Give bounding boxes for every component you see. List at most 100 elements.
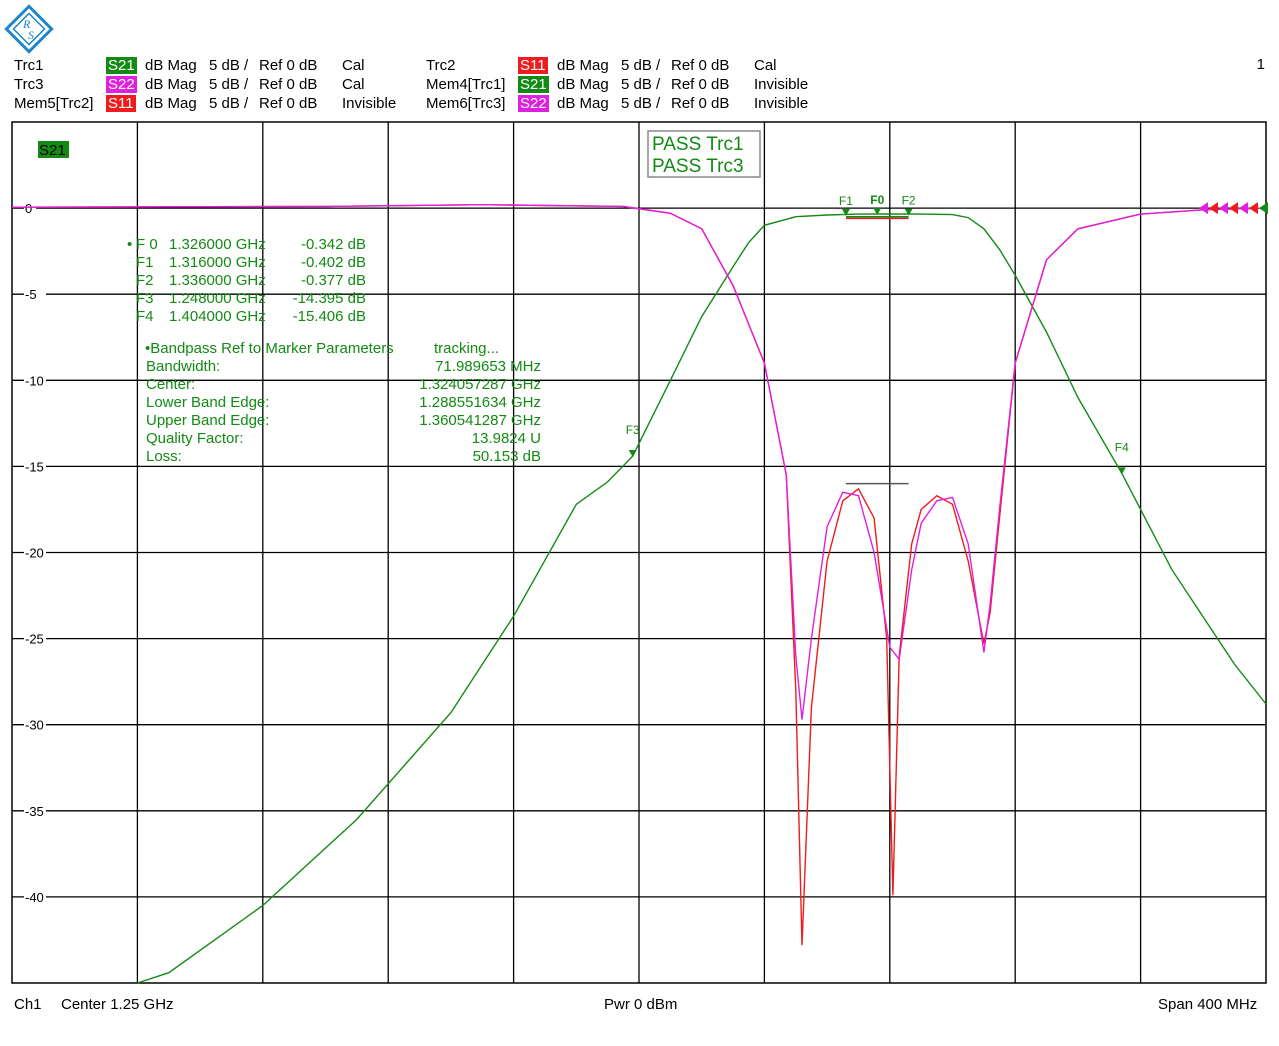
s21-trace	[137, 213, 1267, 984]
trace-name: Mem6[Trc3]	[426, 95, 506, 112]
y-tick-label-bg	[24, 544, 46, 561]
bandpass-status: tracking...	[434, 340, 499, 357]
trace-scale: 5 dB /	[621, 76, 661, 93]
trace-state: Invisible	[342, 95, 397, 112]
limit-check-box	[647, 130, 761, 178]
marker-value: -14.395 dB	[293, 290, 366, 307]
marker-frequency: 1.326000 GHz	[169, 236, 266, 253]
trace-end-arrow	[1199, 202, 1208, 215]
trace-format: dB Mag	[145, 95, 197, 112]
trace-format: dB Mag	[557, 95, 609, 112]
y-tick-label-bg	[24, 888, 46, 905]
center-frequency: Center 1.25 GHz	[61, 996, 174, 1013]
trace-state: Cal	[754, 57, 777, 74]
trace-param-badge: S11	[106, 95, 136, 112]
trace-param-badge: S21	[518, 76, 549, 93]
trace-scale: 5 dB /	[209, 76, 249, 93]
marker-frequency: 1.336000 GHz	[169, 272, 266, 289]
trace-state: Invisible	[754, 95, 809, 112]
rohde-schwarz-logo: R S	[4, 4, 54, 54]
marker-name: F2	[136, 272, 154, 289]
trace-end-arrow	[1209, 202, 1218, 215]
trace-end-arrow	[1259, 202, 1268, 215]
marker-name: F4	[136, 308, 154, 325]
marker-name: F3	[136, 290, 154, 307]
trace-format: dB Mag	[557, 76, 609, 93]
marker-label: F1	[839, 194, 853, 208]
bandpass-param-value: 1.288551634 GHz	[419, 394, 541, 411]
bandpass-param-label: Center:	[146, 376, 195, 393]
y-tick-label-bg	[24, 630, 46, 647]
trace-name: Mem5[Trc2]	[14, 95, 94, 112]
trace-scale: 5 dB /	[621, 57, 661, 74]
trace-name: Trc1	[14, 57, 44, 74]
trace-param-badge: S22	[518, 95, 549, 112]
trace-end-arrow	[1239, 202, 1248, 215]
active-trace-badge	[38, 141, 69, 158]
trace-reference: Ref 0 dB	[259, 57, 318, 74]
span-label: Span 400 MHz	[1158, 996, 1258, 1013]
trace-reference: Ref 0 dB	[671, 76, 730, 93]
trace-end-arrow	[1229, 202, 1238, 215]
marker-frequency: 1.404000 GHz	[169, 308, 266, 325]
s22-trace	[11, 203, 1267, 720]
marker-value: -15.406 dB	[293, 308, 366, 325]
y-tick-label-bg	[24, 802, 46, 819]
marker-frequency: 1.248000 GHz	[169, 290, 266, 307]
y-tick-label: -35	[25, 804, 44, 819]
y-tick-label-bg	[24, 458, 46, 475]
trace-name: Trc2	[426, 57, 456, 74]
bandpass-param-value: 13.9824 U	[472, 430, 541, 447]
marker-label: F4	[1115, 440, 1129, 454]
bandpass-param-label: Quality Factor:	[146, 430, 244, 447]
svg-text:S: S	[28, 28, 34, 42]
y-tick-label: -10	[25, 373, 44, 388]
y-tick-label: -5	[25, 287, 37, 302]
marker-value: -0.342 dB	[301, 236, 366, 253]
trace-reference: Ref 0 dB	[671, 57, 730, 74]
y-tick-label: -20	[25, 546, 44, 561]
svg-text:R: R	[22, 17, 31, 31]
trace-state: Cal	[342, 57, 365, 74]
marker-name: F1	[136, 254, 154, 271]
marker-active-bullet: •	[127, 236, 132, 253]
y-tick-label-bg	[24, 372, 46, 389]
power-level: Pwr 0 dBm	[604, 996, 678, 1013]
marker-triangle	[1117, 467, 1126, 475]
trace-name: Mem4[Trc1]	[426, 76, 506, 93]
y-tick-label-bg	[24, 286, 46, 303]
trace-state: Cal	[342, 76, 365, 93]
marker-triangle	[904, 208, 913, 216]
trace-state: Invisible	[754, 76, 809, 93]
limit-check-result: PASS Trc3	[652, 156, 744, 177]
y-tick-label-bg	[24, 716, 46, 733]
marker-value: -0.377 dB	[301, 272, 366, 289]
marker-value: -0.402 dB	[301, 254, 366, 271]
channel-label: Ch1	[14, 996, 42, 1013]
bandpass-param-label: Bandwidth:	[146, 358, 220, 375]
marker-triangle	[873, 207, 882, 215]
trace-format: dB Mag	[145, 57, 197, 74]
marker-label: F0	[870, 193, 884, 207]
y-tick-label: 0	[25, 201, 32, 216]
y-tick-label-bg	[24, 200, 36, 217]
y-tick-label: -40	[25, 890, 44, 905]
trace-param-badge: S11	[518, 57, 548, 74]
bandpass-param-label: Lower Band Edge:	[146, 394, 269, 411]
trace-end-arrow	[1249, 202, 1258, 215]
bandpass-param-value: 71.989653 MHz	[435, 358, 541, 375]
marker-triangle	[841, 209, 850, 217]
marker-label: F2	[902, 194, 916, 208]
y-tick-label: -15	[25, 459, 44, 474]
page-number: 1	[1256, 56, 1265, 73]
limit-check-result: PASS Trc1	[652, 134, 744, 155]
trace-name: Trc3	[14, 76, 44, 93]
marker-name: F 0	[136, 236, 158, 253]
y-tick-label: -30	[25, 718, 44, 733]
marker-label: F3	[626, 423, 640, 437]
y-tick-label: -25	[25, 632, 44, 647]
trace-scale: 5 dB /	[209, 95, 249, 112]
trace-scale: 5 dB /	[621, 95, 661, 112]
trace-reference: Ref 0 dB	[671, 95, 730, 112]
trace-reference: Ref 0 dB	[259, 95, 318, 112]
